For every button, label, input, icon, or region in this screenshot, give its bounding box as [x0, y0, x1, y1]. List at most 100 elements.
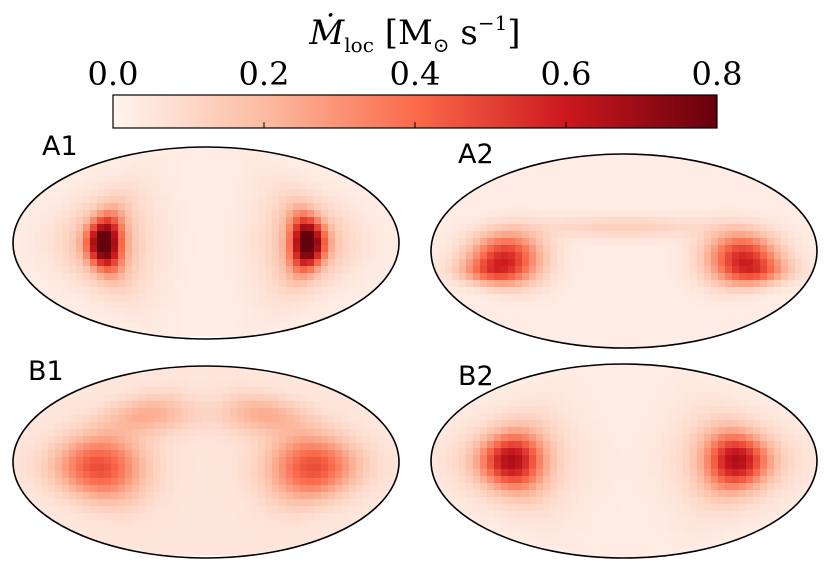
map-cell — [370, 499, 378, 507]
map-cell — [216, 478, 224, 486]
map-cell — [676, 308, 684, 316]
map-cell — [704, 259, 712, 267]
map-cell — [76, 294, 84, 302]
map-cell — [146, 210, 154, 218]
map-cell — [132, 315, 140, 323]
map-cell — [153, 224, 161, 232]
map-cell — [237, 287, 245, 295]
map-cell — [286, 429, 294, 437]
map-cell — [669, 455, 677, 463]
map-cell — [613, 476, 621, 484]
map-cell — [564, 462, 572, 470]
map-cell — [606, 301, 614, 309]
map-cell — [494, 427, 502, 435]
map-cell — [48, 429, 56, 437]
map-cell — [550, 245, 558, 253]
map-cell — [459, 441, 467, 449]
map-cell — [641, 413, 649, 421]
map-cell — [328, 224, 336, 232]
map-cell — [265, 301, 273, 309]
map-cell — [711, 504, 719, 512]
map-cell — [237, 238, 245, 246]
map-cell — [118, 196, 126, 204]
map-cell — [662, 476, 670, 484]
map-cell — [578, 371, 586, 379]
map-cell — [377, 252, 385, 260]
map-cell — [356, 513, 364, 521]
map-cell — [55, 238, 63, 246]
map-cell — [20, 464, 28, 472]
map-cell — [20, 429, 28, 437]
map-cell — [370, 294, 378, 302]
map-cell — [265, 506, 273, 514]
map-cell — [167, 329, 175, 337]
map-cell — [286, 373, 294, 381]
map-cell — [90, 266, 98, 274]
map-cell — [363, 287, 371, 295]
map-cell — [690, 301, 698, 309]
map-cell — [125, 541, 133, 549]
map-cell — [223, 273, 231, 281]
map-cell — [627, 217, 635, 225]
map-cell — [272, 301, 280, 309]
colorbar-tick-label: 0.8 — [692, 55, 743, 93]
map-cell — [307, 273, 315, 281]
map-cell — [314, 231, 322, 239]
map-cell — [606, 224, 614, 232]
map-cell — [669, 203, 677, 211]
map-cell — [174, 457, 182, 465]
map-cell — [767, 490, 775, 498]
map-cell — [634, 224, 642, 232]
map-cell — [272, 168, 280, 176]
map-cell — [377, 436, 385, 444]
map-cell — [384, 429, 392, 437]
map-cell — [480, 399, 488, 407]
map-cell — [265, 499, 273, 507]
map-cell — [244, 259, 252, 267]
map-cell — [62, 189, 70, 197]
map-cell — [69, 266, 77, 274]
map-cell — [328, 471, 336, 479]
map-cell — [739, 175, 747, 183]
map-cell — [111, 252, 119, 260]
map-cell — [536, 476, 544, 484]
map-cell — [111, 422, 119, 430]
map-cell — [41, 485, 49, 493]
map-cell — [34, 429, 42, 437]
map-cell — [585, 329, 593, 337]
map-cell — [363, 189, 371, 197]
map-cell — [76, 506, 84, 514]
map-cell — [487, 490, 495, 498]
map-cell — [550, 287, 558, 295]
map-cell — [34, 478, 42, 486]
map-cell — [697, 483, 705, 491]
map-cell — [606, 441, 614, 449]
map-cell — [125, 478, 133, 486]
map-cell — [363, 280, 371, 288]
map-cell — [529, 175, 537, 183]
map-cell — [564, 196, 572, 204]
map-cell — [620, 490, 628, 498]
map-cell — [753, 434, 761, 442]
map-cell — [104, 380, 112, 388]
map-cell — [160, 161, 168, 169]
map-cell — [606, 161, 614, 169]
map-cell — [494, 441, 502, 449]
map-cell — [648, 483, 656, 491]
map-cell — [69, 513, 77, 521]
map-cell — [550, 231, 558, 239]
map-cell — [293, 485, 301, 493]
map-cell — [76, 217, 84, 225]
map-cell — [641, 259, 649, 267]
map-cell — [342, 238, 350, 246]
map-cell — [641, 532, 649, 540]
map-cell — [452, 210, 460, 218]
map-cell — [655, 469, 663, 477]
map-cell — [209, 380, 217, 388]
map-cell — [118, 520, 126, 528]
map-cell — [669, 490, 677, 498]
map-cell — [132, 443, 140, 451]
map-cell — [118, 443, 126, 451]
map-cell — [613, 266, 621, 274]
map-cell — [487, 252, 495, 260]
